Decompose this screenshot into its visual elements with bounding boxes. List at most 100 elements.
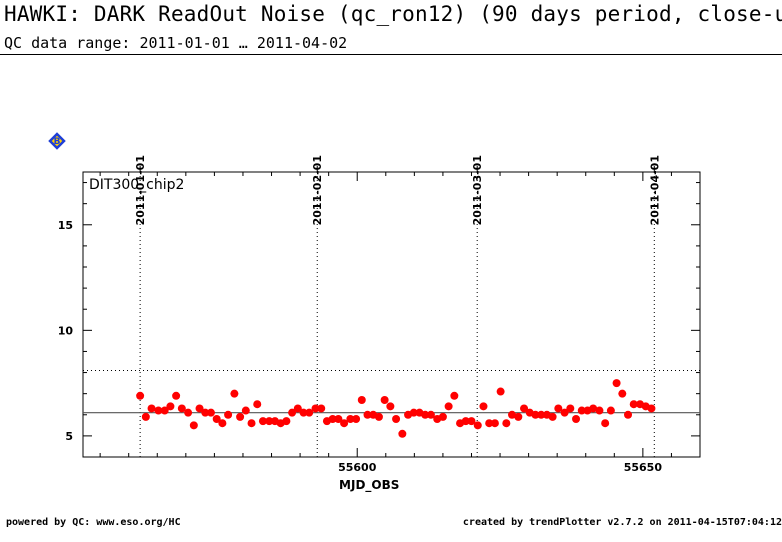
data-point bbox=[253, 400, 262, 409]
x-tick-label: 55650 bbox=[624, 461, 663, 474]
data-point bbox=[572, 415, 581, 423]
date-marker-label: 2011-04-01 bbox=[648, 155, 661, 225]
data-point bbox=[409, 408, 418, 417]
data-point bbox=[479, 402, 488, 411]
data-point bbox=[230, 389, 239, 398]
data-point bbox=[601, 419, 610, 428]
data-point bbox=[136, 391, 145, 400]
data-point bbox=[624, 410, 633, 419]
data-point bbox=[374, 412, 383, 421]
data-point bbox=[334, 415, 343, 423]
data-point bbox=[212, 415, 221, 423]
axes: 55600 55650 5 10 15 bbox=[58, 172, 701, 474]
page-title: HAWKI: DARK ReadOut Noise (qc_ron12) (90… bbox=[4, 2, 782, 26]
b-marker-label: B bbox=[54, 137, 61, 147]
header-divider bbox=[0, 54, 782, 55]
b-marker-icon: B bbox=[48, 132, 66, 150]
data-point bbox=[508, 410, 517, 419]
data-point bbox=[577, 406, 586, 415]
x-tick-label: 55600 bbox=[338, 461, 377, 474]
data-point bbox=[450, 391, 459, 400]
data-point bbox=[386, 402, 395, 411]
data-point bbox=[224, 410, 233, 419]
data-point bbox=[258, 417, 267, 426]
data-point bbox=[595, 406, 604, 415]
footer-created-by: created by trendPlotter v2.7.2 on 2011-0… bbox=[462, 517, 782, 528]
data-point bbox=[293, 404, 302, 413]
data-point bbox=[317, 404, 326, 413]
data-point bbox=[490, 419, 499, 428]
data-point bbox=[398, 429, 407, 438]
data-point bbox=[461, 417, 470, 426]
data-point bbox=[201, 408, 210, 417]
data-point bbox=[299, 408, 308, 417]
data-point bbox=[154, 406, 163, 415]
y-tick-label: 15 bbox=[58, 219, 73, 232]
footer-powered-by: powered by QC: www.eso.org/HC bbox=[6, 517, 181, 528]
data-point bbox=[166, 402, 175, 411]
date-marker-label: 2011-03-01 bbox=[471, 155, 484, 225]
data-point bbox=[189, 421, 198, 430]
plot-frame bbox=[82, 171, 701, 458]
date-marker-label: 2011-02-01 bbox=[311, 155, 324, 225]
data-point bbox=[589, 404, 598, 413]
data-point bbox=[352, 415, 361, 423]
data-point bbox=[554, 404, 563, 413]
y-tick-label: 10 bbox=[58, 324, 74, 337]
data-point bbox=[311, 404, 320, 413]
data-point bbox=[520, 404, 529, 413]
data-point bbox=[531, 410, 540, 419]
data-point bbox=[363, 410, 372, 419]
data-point bbox=[537, 410, 546, 419]
data-point bbox=[328, 415, 337, 423]
data-points bbox=[136, 379, 656, 438]
data-point bbox=[566, 404, 575, 413]
data-point bbox=[195, 404, 204, 413]
data-point bbox=[357, 396, 366, 404]
data-point bbox=[502, 419, 511, 428]
data-point bbox=[426, 410, 435, 419]
data-point bbox=[305, 408, 314, 417]
data-point bbox=[514, 412, 523, 421]
data-point bbox=[560, 408, 569, 417]
b-marker-diamond bbox=[48, 132, 66, 150]
data-point bbox=[618, 389, 627, 398]
data-point bbox=[282, 417, 291, 426]
data-point bbox=[218, 419, 227, 428]
scatter-chart: B 2011-01-01 2011-02-01 2011-03-01 2011-04-… bbox=[48, 132, 701, 493]
data-point bbox=[346, 415, 355, 423]
data-point bbox=[606, 406, 615, 415]
data-point bbox=[177, 404, 186, 413]
data-range-subtitle: QC data range: 2011-01-01 … 2011-04-02 bbox=[4, 34, 348, 52]
data-point bbox=[265, 417, 274, 426]
data-point bbox=[629, 400, 638, 409]
data-point bbox=[241, 406, 250, 415]
data-point bbox=[485, 419, 494, 428]
data-point bbox=[147, 404, 156, 413]
data-point bbox=[421, 410, 430, 419]
data-point bbox=[340, 419, 349, 428]
data-point bbox=[160, 406, 169, 415]
data-point bbox=[288, 408, 297, 417]
data-point bbox=[392, 415, 401, 423]
data-point bbox=[444, 402, 453, 411]
data-point bbox=[438, 412, 447, 421]
data-point bbox=[496, 387, 505, 396]
date-markers: 2011-01-01 2011-02-01 2011-03-01 2011-04-01 bbox=[134, 155, 661, 457]
x-axis-label: MJD_OBS bbox=[339, 478, 399, 493]
data-point bbox=[247, 419, 256, 428]
data-point bbox=[612, 379, 621, 388]
data-point bbox=[548, 412, 557, 421]
date-marker-label: 2011-01-01 bbox=[134, 155, 147, 225]
data-point bbox=[206, 408, 215, 417]
data-point bbox=[380, 396, 389, 404]
data-point bbox=[647, 404, 656, 413]
panel-label: DIT300_chip2 bbox=[89, 177, 184, 193]
data-point bbox=[467, 417, 476, 426]
data-point bbox=[473, 421, 482, 430]
y-tick-label: 5 bbox=[65, 430, 73, 443]
data-point bbox=[236, 412, 245, 421]
data-point bbox=[184, 408, 193, 417]
data-point bbox=[172, 391, 181, 400]
data-point bbox=[141, 412, 150, 421]
